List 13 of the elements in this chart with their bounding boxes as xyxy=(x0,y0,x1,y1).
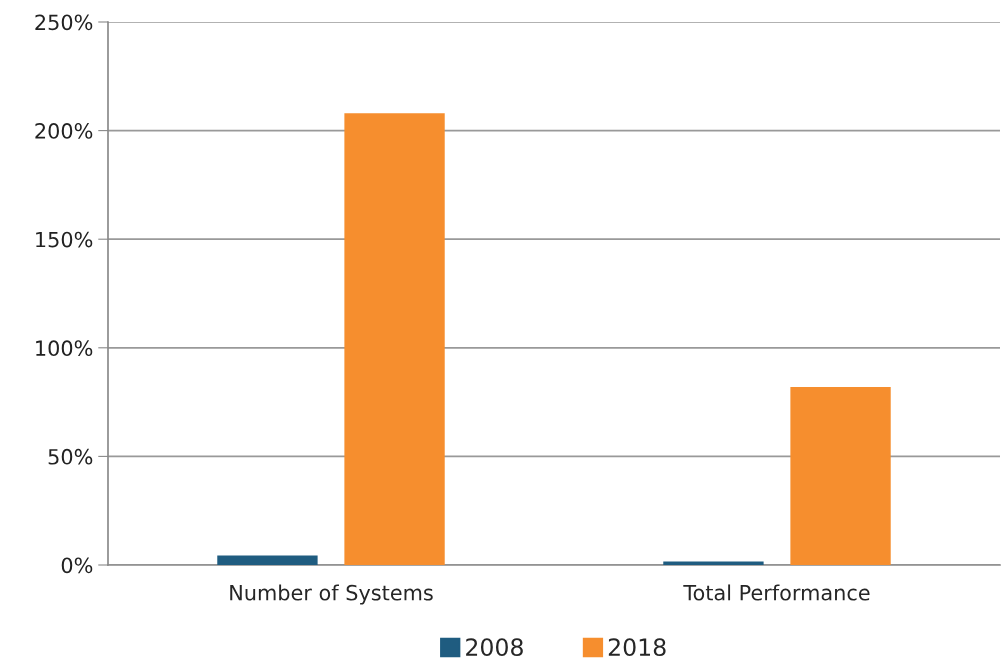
y-tick-label: 150% xyxy=(36,231,93,248)
y-tick-label: 0% xyxy=(61,557,93,574)
y-tick-label: 100% xyxy=(36,340,93,357)
bar xyxy=(217,555,318,565)
y-tick-label: 50% xyxy=(48,448,93,465)
bar xyxy=(344,113,445,565)
legend-label: 2008 xyxy=(466,638,523,657)
bar xyxy=(790,386,891,565)
y-tick-label: 200% xyxy=(35,123,93,139)
legend-label: 2018 xyxy=(608,638,666,657)
x-tick-label: Total Performance xyxy=(683,584,870,601)
x-tick-label: Number of Systems xyxy=(230,584,433,605)
y-tick-label: 250% xyxy=(35,14,93,31)
